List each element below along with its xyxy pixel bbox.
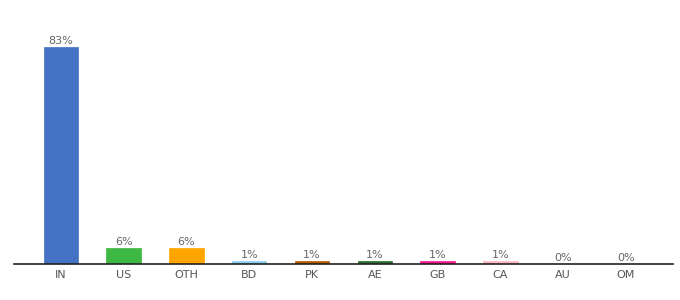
Bar	[358, 261, 392, 264]
Text: 0%: 0%	[617, 253, 634, 263]
Bar	[169, 248, 204, 264]
Bar	[294, 261, 329, 264]
Bar	[232, 261, 267, 264]
Bar	[420, 261, 455, 264]
Text: 1%: 1%	[492, 250, 509, 260]
Text: 1%: 1%	[303, 250, 321, 260]
Text: 0%: 0%	[554, 253, 572, 263]
Text: 83%: 83%	[48, 36, 73, 46]
Text: 1%: 1%	[429, 250, 446, 260]
Text: 6%: 6%	[177, 237, 195, 247]
Text: 1%: 1%	[366, 250, 384, 260]
Text: 1%: 1%	[241, 250, 258, 260]
Bar	[44, 47, 78, 264]
Text: 6%: 6%	[115, 237, 133, 247]
Bar	[106, 248, 141, 264]
Bar	[483, 261, 517, 264]
